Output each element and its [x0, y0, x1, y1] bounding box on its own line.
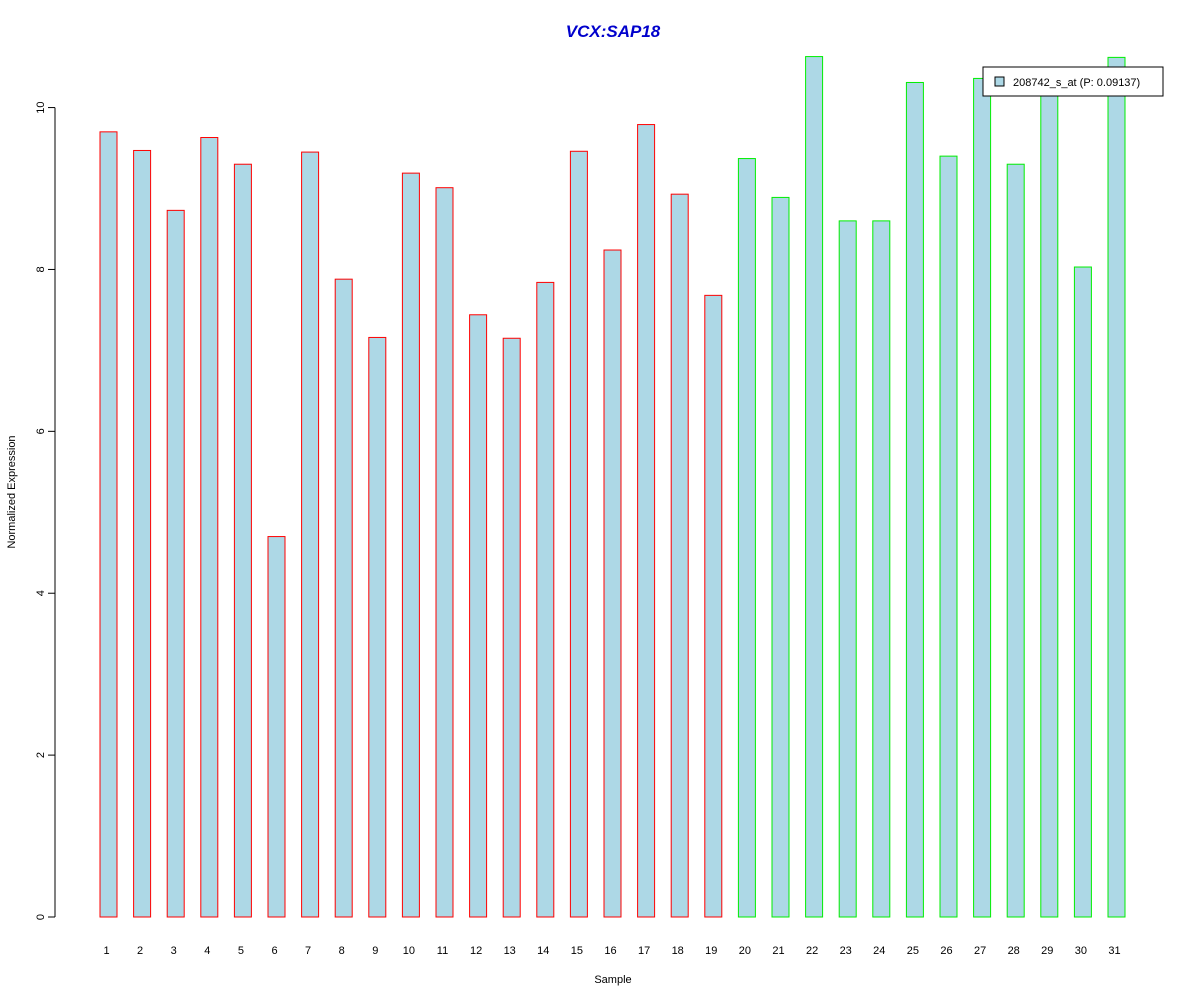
x-tick-label: 28 [1008, 945, 1020, 957]
x-tick-label: 24 [873, 945, 885, 957]
bar [737, 158, 756, 918]
bar [838, 220, 857, 918]
bar [233, 163, 252, 918]
legend-box [982, 66, 1164, 97]
bar [368, 336, 387, 918]
bar [334, 278, 353, 918]
bar [267, 536, 286, 918]
bar [99, 131, 118, 918]
x-tick-label: 27 [974, 945, 986, 957]
bar [1040, 87, 1059, 918]
x-tick-label: 21 [772, 945, 784, 957]
bar [401, 172, 420, 918]
y-axis: 0 2 4 6 8 10 [35, 101, 56, 920]
bar [905, 81, 924, 918]
bar [301, 151, 320, 918]
bars [99, 56, 1126, 918]
y-axis-label: Normalized Expression [6, 435, 18, 548]
legend-swatch [994, 76, 1005, 87]
x-tick-labels: 1 2 3 4 5 6 7 8 9 10 11 12 13 14 15 16 17 18 19 20 21 22 23 24 2… [103, 945, 1120, 957]
x-axis-label: Sample [594, 974, 631, 986]
x-tick-label: 17 [638, 945, 650, 957]
x-tick-label: 2 [137, 945, 143, 957]
x-tick-label: 12 [470, 945, 482, 957]
y-tick-label: 4 [35, 590, 47, 596]
bar [469, 314, 488, 918]
x-tick-label: 6 [271, 945, 277, 957]
legend-label: 208742_s_at (P: 0.09137) [1013, 77, 1140, 89]
x-tick-label: 26 [940, 945, 952, 957]
bar [1107, 56, 1126, 918]
bar [670, 193, 689, 918]
bar [1073, 266, 1092, 918]
bar [133, 149, 152, 918]
y-tick-label: 10 [35, 101, 47, 113]
bar [637, 124, 656, 918]
bar [704, 294, 723, 918]
bar [973, 77, 992, 918]
y-tick-label: 0 [35, 914, 47, 920]
x-tick-label: 14 [537, 945, 549, 957]
x-tick-label: 9 [372, 945, 378, 957]
x-tick-label: 20 [739, 945, 751, 957]
x-tick-label: 7 [305, 945, 311, 957]
x-tick-label: 1 [103, 945, 109, 957]
bar [200, 137, 219, 918]
bar [502, 337, 521, 918]
x-tick-label: 8 [339, 945, 345, 957]
bar [939, 155, 958, 918]
bar [166, 209, 185, 918]
bar [435, 187, 454, 918]
bar [805, 56, 824, 918]
legend: 208742_s_at (P: 0.09137) [982, 66, 1164, 97]
x-tick-label: 22 [806, 945, 818, 957]
x-tick-label: 23 [840, 945, 852, 957]
x-tick-label: 31 [1108, 945, 1120, 957]
chart-title: VCX:SAP18 [566, 22, 661, 41]
x-tick-label: 18 [672, 945, 684, 957]
x-tick-label: 29 [1041, 945, 1053, 957]
x-tick-label: 10 [403, 945, 415, 957]
y-tick-label: 8 [35, 266, 47, 272]
x-tick-label: 16 [604, 945, 616, 957]
x-tick-label: 30 [1075, 945, 1087, 957]
y-tick-label: 2 [35, 752, 47, 758]
x-tick-label: 15 [571, 945, 583, 957]
bar [569, 150, 588, 918]
x-tick-label: 4 [204, 945, 210, 957]
bar [536, 281, 555, 918]
y-tick-label: 6 [35, 428, 47, 434]
x-tick-label: 3 [171, 945, 177, 957]
x-tick-label: 11 [437, 945, 448, 957]
x-tick-label: 19 [705, 945, 717, 957]
bar [872, 220, 891, 918]
bar [603, 249, 622, 918]
x-tick-label: 25 [907, 945, 919, 957]
x-tick-label: 5 [238, 945, 244, 957]
bar [771, 196, 790, 918]
x-tick-label: 13 [504, 945, 516, 957]
bar [1006, 163, 1025, 918]
